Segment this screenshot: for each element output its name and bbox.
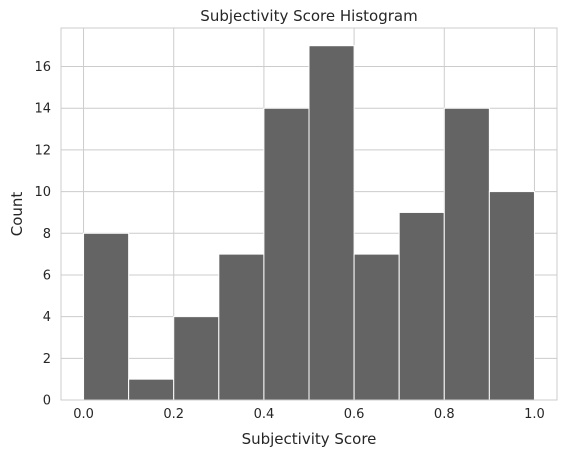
x-tick-label: 0.2	[163, 407, 184, 422]
histogram-bar-3	[218, 253, 265, 401]
y-tick-label: 12	[34, 143, 51, 158]
histogram-bar-2	[173, 316, 220, 401]
x-tick-label: 0.0	[73, 407, 94, 422]
y-axis-label: Count	[8, 192, 26, 237]
histogram-bar-4	[263, 107, 310, 401]
x-tick-label: 0.6	[344, 407, 365, 422]
x-tick-label: 0.4	[254, 407, 275, 422]
y-tick-label: 0	[43, 394, 51, 409]
x-tick-label: 1.0	[524, 407, 545, 422]
histogram-bar-8	[443, 107, 490, 401]
y-tick-label: 14	[34, 102, 51, 117]
x-tick-labels: 0.0 0.2 0.4 0.6 0.8 1.0	[73, 407, 545, 422]
histogram-bar-6	[353, 253, 400, 401]
x-axis-label: Subjectivity Score	[242, 430, 377, 448]
y-tick-labels: 0 2 4 6 8 10 12 14 16	[34, 60, 51, 408]
histogram-bar-7	[398, 211, 445, 401]
x-tick-label: 0.8	[434, 407, 455, 422]
plot-border	[60, 27, 558, 401]
chart-title: Subjectivity Score Histogram	[200, 7, 417, 25]
histogram-bar-5	[308, 45, 355, 401]
y-tick-label: 8	[43, 227, 51, 242]
histogram-bars	[83, 45, 535, 401]
y-tick-label: 10	[34, 185, 51, 200]
y-tick-label: 2	[43, 352, 51, 367]
y-tick-label: 4	[43, 310, 51, 325]
y-tick-label: 16	[34, 60, 51, 75]
histogram-bar-0	[83, 232, 130, 401]
histogram-bar-9	[488, 191, 535, 401]
y-tick-label: 6	[43, 268, 51, 283]
histogram-bar-1	[128, 378, 175, 401]
plot-frame	[60, 27, 558, 401]
